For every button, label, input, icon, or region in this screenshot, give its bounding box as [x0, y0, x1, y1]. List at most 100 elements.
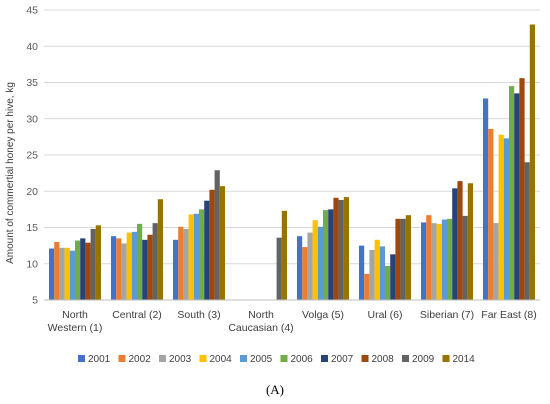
bar-2003-category-8 — [493, 223, 499, 300]
bar-2006-category-8 — [509, 86, 515, 300]
bar-2007-category-2 — [142, 239, 148, 300]
y-tick-label: 40 — [26, 41, 38, 53]
x-category-label: Central (2) — [112, 309, 162, 321]
bar-2004-category-7 — [436, 223, 442, 300]
bar-2004-category-1 — [64, 247, 70, 300]
bar-2008-category-8 — [519, 78, 525, 301]
bar-2008-category-2 — [147, 234, 153, 300]
bar-2008-category-7 — [457, 181, 463, 300]
bar-2009-category-1 — [90, 228, 96, 300]
bar-2001-category-7 — [421, 222, 427, 300]
bar-2006-category-2 — [137, 223, 143, 300]
y-tick-label: 5 — [32, 295, 38, 307]
legend-label-2006: 2006 — [291, 354, 314, 365]
legend-label-2008: 2008 — [372, 354, 395, 365]
bar-2006-category-3 — [199, 209, 205, 300]
bar-2014-category-6 — [405, 215, 411, 300]
y-tick-label: 15 — [26, 222, 38, 234]
bar-2002-category-6 — [364, 273, 370, 300]
bar-2007-category-7 — [452, 188, 458, 300]
bar-2004-category-8 — [498, 134, 504, 300]
legend-swatch-2001 — [78, 355, 85, 362]
bar-2002-category-7 — [426, 215, 432, 300]
legend: 2001 2002 2003 2004 2005 2006 2007 2008 2009 2014 — [78, 354, 475, 365]
bar-2004-category-3 — [188, 214, 194, 300]
bar-2002-category-2 — [116, 238, 122, 300]
legend-label-2001: 2001 — [88, 354, 111, 365]
legend-label-2007: 2007 — [331, 354, 354, 365]
bar-2005-category-6 — [379, 246, 385, 300]
legend-swatch-2006 — [280, 355, 288, 362]
y-axis-label: Amount of commertial honey per hive, kg — [5, 82, 16, 264]
bar-2003-category-5 — [307, 232, 313, 300]
bar-2014-category-8 — [529, 24, 535, 300]
bar-2009-category-4 — [276, 237, 282, 300]
bar-2009-category-8 — [524, 162, 530, 300]
panel-label: (A) — [265, 382, 285, 397]
bar-2001-category-3 — [173, 239, 179, 300]
bar-2002-category-5 — [302, 247, 308, 300]
bar-2005-category-8 — [503, 138, 509, 300]
legend-label-2002: 2002 — [129, 354, 152, 365]
legend-swatch-2004 — [199, 355, 207, 362]
bar-2014-category-5 — [343, 197, 349, 300]
bars — [49, 24, 535, 301]
bar-2004-category-5 — [312, 220, 318, 300]
x-category-label: North Western (1) — [48, 309, 103, 334]
bar-2001-category-2 — [111, 236, 117, 300]
x-category-label: Far East (8) — [481, 309, 536, 321]
bar-2007-category-5 — [328, 209, 334, 300]
y-tick-label: 10 — [26, 258, 38, 270]
legend-swatch-2014 — [442, 355, 450, 362]
bar-2004-category-6 — [374, 239, 380, 300]
bar-2009-category-5 — [338, 199, 344, 300]
bar-chart: 5 10 15 20 25 30 35 40 45 North Western (1) Centra… — [5, 5, 540, 365]
bar-2014-category-3 — [219, 186, 225, 300]
legend-swatch-2009 — [402, 355, 409, 362]
bar-2009-category-7 — [462, 215, 468, 300]
legend-label-2005: 2005 — [250, 354, 273, 365]
bar-2009-category-2 — [152, 223, 158, 300]
bar-2009-category-3 — [214, 170, 220, 300]
bar-2009-category-6 — [400, 218, 406, 300]
bar-2005-category-1 — [69, 250, 75, 300]
x-category-label: Ural (6) — [367, 309, 402, 321]
legend-swatch-2002 — [118, 355, 126, 362]
bar-2005-category-3 — [193, 213, 199, 300]
y-tick-label: 35 — [26, 77, 38, 89]
bar-2003-category-7 — [431, 223, 437, 300]
x-category-label: North Caucasian (4) — [228, 309, 293, 334]
x-category-label: Siberian (7) — [420, 309, 474, 321]
x-category-label: South (3) — [177, 309, 220, 321]
bar-2005-category-2 — [131, 231, 137, 300]
bar-2005-category-7 — [441, 219, 447, 300]
bar-2002-category-1 — [54, 242, 60, 300]
bar-2005-category-5 — [317, 226, 323, 300]
bar-2002-category-8 — [488, 128, 494, 300]
y-tick-label: 25 — [26, 150, 38, 162]
y-tick-label: 45 — [26, 5, 38, 17]
legend-swatch-2003 — [159, 355, 166, 362]
bar-2008-category-6 — [395, 218, 401, 300]
legend-swatch-2007 — [321, 355, 328, 362]
bar-2003-category-3 — [183, 228, 189, 300]
bar-2007-category-8 — [514, 93, 520, 300]
bar-2006-category-1 — [75, 240, 81, 300]
legend-swatch-2005 — [240, 355, 247, 362]
bar-2014-category-1 — [95, 225, 101, 300]
bar-2007-category-3 — [204, 200, 210, 300]
bar-2014-category-2 — [157, 199, 163, 300]
bar-2004-category-2 — [126, 232, 132, 300]
x-axis-category-labels: North Western (1) Central (2) South (3) Nort… — [48, 309, 537, 334]
bar-2014-category-7 — [467, 183, 473, 300]
bar-2003-category-2 — [121, 243, 127, 300]
bar-2006-category-7 — [447, 218, 453, 300]
legend-label-2003: 2003 — [169, 354, 192, 365]
bar-2001-category-8 — [483, 98, 489, 300]
bar-2008-category-5 — [333, 197, 339, 300]
legend-label-2004: 2004 — [210, 354, 233, 365]
bar-2006-category-6 — [385, 265, 391, 300]
y-tick-label: 30 — [26, 113, 38, 125]
bar-2008-category-1 — [85, 242, 91, 300]
bar-2006-category-5 — [323, 210, 329, 300]
